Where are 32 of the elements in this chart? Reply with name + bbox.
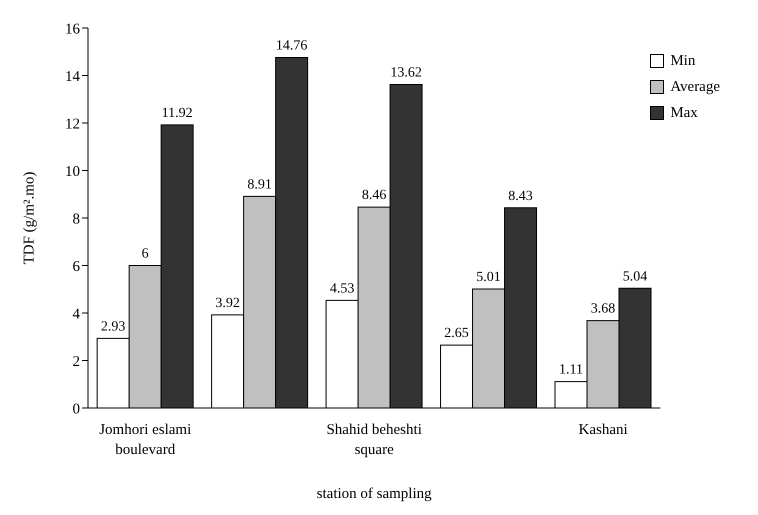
- data-label: 5.01: [476, 270, 501, 286]
- y-tick-label: 16: [65, 21, 80, 38]
- data-label: 13.62: [390, 66, 422, 81]
- x-tick-label: Jomhori eslami boulevard: [99, 422, 192, 458]
- data-label: 5.04: [622, 269, 648, 284]
- data-label: 8.91: [247, 177, 272, 192]
- y-tick-label: 10: [65, 164, 80, 180]
- y-tick-label: 14: [65, 68, 80, 85]
- legend-label: Average: [670, 78, 720, 97]
- x-axis-title: station of sampling: [316, 486, 432, 502]
- data-label: 2.93: [100, 319, 126, 334]
- y-tick-label: 0: [72, 401, 80, 418]
- data-label: 3.92: [215, 296, 240, 311]
- x-tick-label: Shahid beheshti square: [326, 422, 422, 458]
- data-label: 14.76: [276, 38, 308, 54]
- data-label: 11.92: [162, 106, 193, 121]
- y-tick-label: 6: [72, 258, 80, 275]
- legend-label: Min: [670, 52, 696, 71]
- data-label: 8.43: [508, 188, 533, 204]
- y-tick-label: 12: [65, 116, 80, 132]
- data-label: 1.11: [559, 362, 583, 378]
- y-tick-label: 2: [72, 354, 80, 370]
- x-tick-label: Kashani: [578, 422, 628, 438]
- data-label: 2.65: [444, 326, 469, 342]
- y-tick-label: 8: [72, 211, 80, 228]
- data-label: 4.53: [330, 281, 354, 296]
- data-label: 3.68: [590, 302, 616, 317]
- y-tick-label: 4: [72, 306, 80, 322]
- data-label: 6: [142, 246, 149, 262]
- data-label: 8.46: [362, 188, 386, 204]
- y-axis-title: TDF (g/m².mo): [21, 172, 38, 264]
- legend-label: Max: [670, 104, 698, 123]
